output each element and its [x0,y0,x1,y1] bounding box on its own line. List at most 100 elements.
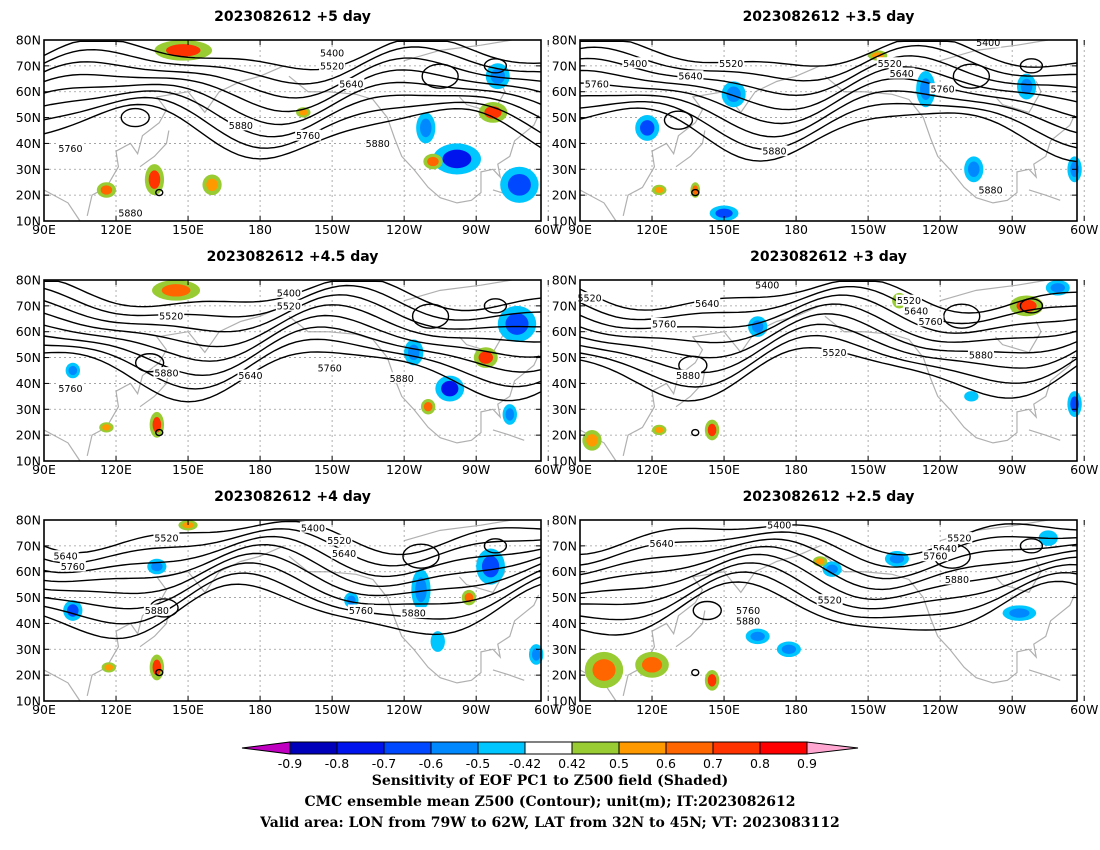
contour-line [579,538,1078,580]
x-tick-label: 180 [784,462,808,477]
colorbar-bin [383,741,432,755]
x-tick-label: 150E [708,702,740,717]
coastline-north-america [824,555,1076,684]
closed-contour [155,428,164,437]
contour-label-bg [59,560,86,572]
contour-label: 5400 [301,523,325,534]
contour-label: 5760 [652,319,676,330]
x-tick-label: 120E [636,462,668,477]
x-tick-label: 150E [708,222,740,237]
sensitivity-core [641,657,663,673]
contour-label: 5520 [320,61,344,72]
y-tick-label: 20N [16,428,41,443]
x-tick-label: 120W [922,702,958,717]
sensitivity-core [1009,608,1030,618]
plot-frame [43,39,542,222]
colorbar: -0.9 -0.8 -0.7 -0.6 -0.5 -0.42 0.42 0.5 0.6 0.7 0.… [241,741,859,771]
sensitivity-core [592,659,616,681]
y-tick-label: 40N [16,136,41,151]
sensitivity-core [415,577,427,603]
x-tick-label: 60W [534,702,562,717]
contour-label: 5880 [676,371,700,382]
coastline-japan [675,610,706,648]
contour-label-bg [316,361,343,373]
contour-label-bg [338,77,365,89]
y-tick-label: 30N [16,642,41,657]
contour-line [579,303,1078,344]
contour-label-bg [766,519,793,531]
colorbar-tick-label: -0.7 [372,756,396,771]
coastline-japan [675,370,706,408]
panel-title: 2023082612 +4 day [214,489,371,505]
contour-line [43,572,542,625]
closed-contour [483,58,508,74]
contour-line [579,280,1078,314]
y-tick-label: 60N [552,324,577,339]
sensitivity-core [531,648,541,661]
sensitivity-core [654,186,664,194]
contour-label: 5880 [366,139,390,150]
contour-label-bg [821,346,848,358]
contour-label: 5520 [277,301,301,312]
closed-contour [1019,298,1044,314]
sensitivity-core [206,178,218,192]
sensitivity-core [102,424,111,431]
z500-contours [579,280,1078,437]
y-tick-label: 10N [552,454,577,469]
colorbar-tick-label: -0.6 [419,756,443,771]
colorbar-tick-label: -0.9 [278,756,302,771]
x-tick-label: 120E [636,702,668,717]
z500-contours [43,280,542,437]
y-tick-label: 10N [16,454,41,469]
x-tick-label: 150W [850,702,886,717]
sensitivity-core [505,408,515,421]
plot-frame [43,279,542,462]
sensitivity-core [654,426,664,434]
contour-label: 5520 [578,294,602,305]
x-tick-label: 150W [850,222,886,237]
contour-line [579,313,1078,359]
plot-area [44,40,541,221]
x-tick-label: 150W [314,222,350,237]
plot-frame [579,279,1078,462]
contour-label-bg [227,119,254,131]
y-tick-label: 40N [552,136,577,151]
y-tick-label: 30N [552,642,577,657]
contour-line [579,580,1078,636]
closed-contour [691,428,700,437]
sensitivity-core [481,555,500,578]
contour-label-bg [52,550,79,562]
closed-contour [483,298,508,314]
panel-title: 2023082612 +4.5 day [207,249,379,265]
contour-line [43,562,542,610]
sensitivity-core [182,522,194,529]
contour-label-bg [929,83,956,95]
contour-line [579,286,1078,325]
contour-label-bg [946,532,973,544]
x-tick-label: 90E [568,702,592,717]
y-tick-label: 50N [16,350,41,365]
y-tick-label: 60N [16,564,41,579]
y-tick-label: 20N [552,188,577,203]
coastline-asia [43,189,81,222]
x-tick-label: 120E [100,462,132,477]
x-tick-label: 120W [922,222,958,237]
sensitivity-core [478,351,493,364]
coastline-east-asia [86,65,285,216]
sensitivity-core [152,659,162,676]
y-tick-label: 70N [552,298,577,313]
closed-contour [691,668,700,677]
y-tick-label: 20N [16,668,41,683]
sensitivity-core [298,109,308,116]
coastline-arctic-islands [403,39,513,62]
x-tick-label: 90W [998,462,1026,477]
contour-label: 5640 [890,69,914,80]
y-tick-label: 70N [16,298,41,313]
colorbar-tick-label: -0.42 [509,756,541,771]
contour-label: 5400 [320,48,344,59]
x-tick-label: 150W [850,462,886,477]
x-tick-label: 60W [534,222,562,237]
sensitivity-core [586,434,598,447]
